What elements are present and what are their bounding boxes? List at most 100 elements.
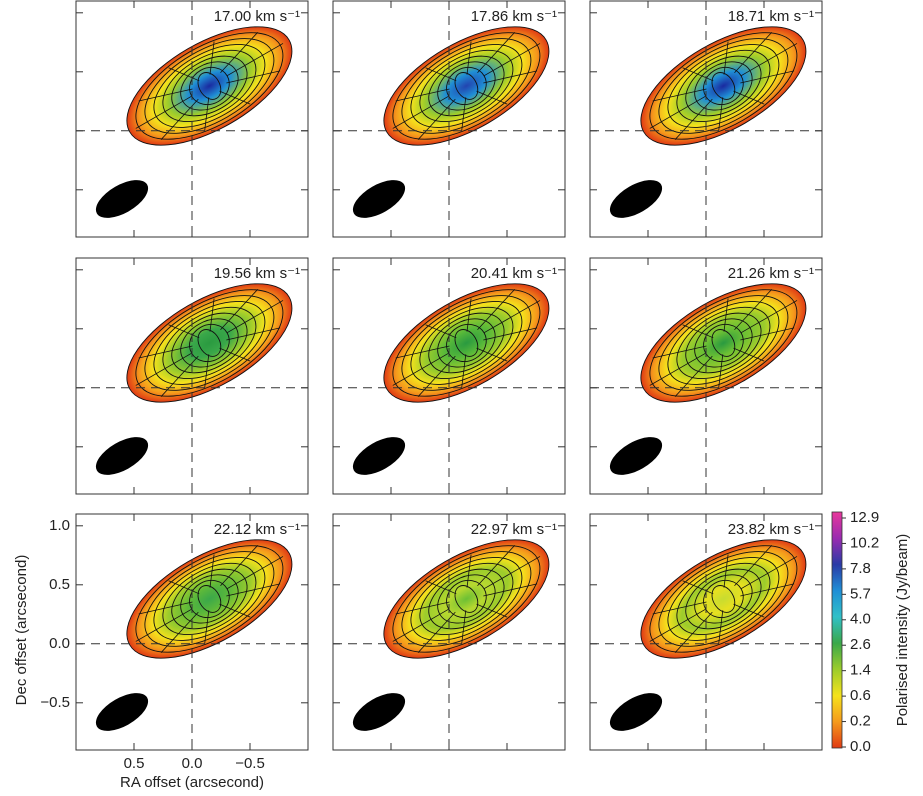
vector	[483, 327, 538, 341]
beam	[95, 437, 149, 475]
vector	[649, 352, 707, 386]
vector	[417, 98, 456, 140]
vector	[392, 352, 450, 386]
colorbar-tick-label: 0.2	[850, 713, 871, 730]
contour	[383, 26, 550, 146]
vector	[476, 603, 508, 618]
vector	[160, 611, 199, 653]
beam	[352, 437, 406, 475]
vector	[135, 352, 193, 386]
vector	[209, 298, 215, 332]
vector	[138, 345, 193, 359]
vector	[718, 97, 724, 131]
vector	[219, 90, 251, 105]
velocity-label: 22.12 km s⁻¹	[214, 521, 300, 538]
contour	[197, 585, 222, 613]
vector	[466, 41, 472, 75]
vector	[476, 90, 508, 105]
y-tick-label: 0.0	[49, 635, 70, 652]
velocity-label: 21.26 km s⁻¹	[728, 265, 814, 282]
velocity-label: 19.56 km s⁻¹	[214, 265, 300, 282]
disc-map	[126, 26, 292, 146]
vector	[220, 544, 259, 587]
x-tick-label: 0.5	[124, 755, 145, 772]
vector	[483, 70, 538, 84]
y-tick-label: −0.5	[40, 694, 70, 711]
contour	[126, 539, 293, 659]
vector	[723, 298, 729, 332]
x-tick-label: −0.5	[235, 755, 265, 772]
velocity-label: 20.41 km s⁻¹	[471, 265, 557, 282]
panel: 19.56 km s⁻¹	[75, 257, 309, 495]
contour	[197, 329, 222, 357]
velocity-label: 18.71 km s⁻¹	[728, 8, 814, 25]
beam	[609, 180, 663, 218]
vector	[733, 347, 765, 362]
contour	[711, 72, 736, 100]
panel: 17.86 km s⁻¹	[332, 0, 566, 238]
vector	[220, 288, 259, 331]
vector	[483, 556, 541, 590]
colorbar-tick-label: 0.0	[850, 738, 871, 755]
contour	[383, 539, 550, 659]
vector	[682, 324, 714, 339]
vector	[226, 300, 284, 334]
vector	[723, 41, 729, 75]
vector	[674, 98, 713, 140]
vector	[226, 556, 284, 590]
vector	[740, 70, 795, 84]
vector	[483, 300, 541, 334]
panel: 18.71 km s⁻¹	[589, 0, 823, 238]
vector	[740, 556, 798, 590]
vector	[425, 67, 457, 82]
colorbar-tick-label: 10.2	[850, 534, 879, 551]
vector	[220, 31, 259, 74]
vector	[135, 608, 193, 642]
contour	[454, 72, 479, 100]
vector	[461, 97, 467, 131]
vector	[652, 345, 707, 359]
vector	[733, 603, 765, 618]
vector	[395, 345, 450, 359]
beam	[95, 693, 149, 731]
vector	[649, 608, 707, 642]
contour	[197, 72, 222, 100]
contour	[640, 539, 807, 659]
vector	[477, 288, 516, 331]
contour	[640, 283, 807, 403]
vector	[138, 601, 193, 615]
vector	[483, 43, 541, 77]
vector	[718, 610, 724, 644]
vector	[395, 601, 450, 615]
vector	[226, 583, 281, 597]
vector	[734, 288, 773, 331]
vector	[649, 95, 707, 129]
panel: 17.00 km s⁻¹	[75, 0, 309, 238]
vector	[392, 608, 450, 642]
y-axis-label: Dec offset (arcsecond)	[13, 555, 30, 706]
vector	[477, 544, 516, 587]
vector	[160, 98, 199, 140]
vector	[476, 347, 508, 362]
vector	[395, 88, 450, 102]
beam	[609, 437, 663, 475]
colorbar-tick-label: 7.8	[850, 560, 871, 577]
y-tick-label: 0.5	[49, 576, 70, 593]
x-axis-label: RA offset (arcsecond)	[120, 774, 264, 791]
vector	[425, 324, 457, 339]
colorbar-tick-label: 2.6	[850, 636, 871, 653]
vector	[168, 580, 200, 595]
vector	[477, 31, 516, 74]
colorbar-tick-label: 12.9	[850, 509, 879, 526]
vector	[135, 95, 193, 129]
colorbar-tick-label: 1.4	[850, 662, 871, 679]
vector	[682, 580, 714, 595]
vector	[466, 554, 472, 588]
colorbar-label: Polarised intensity (Jy/beam)	[894, 534, 911, 727]
disc-map	[126, 283, 292, 403]
beam	[352, 180, 406, 218]
x-tick-label: 0.0	[182, 755, 203, 772]
disc-map	[640, 539, 806, 659]
vector	[204, 354, 210, 388]
contour	[126, 26, 293, 146]
